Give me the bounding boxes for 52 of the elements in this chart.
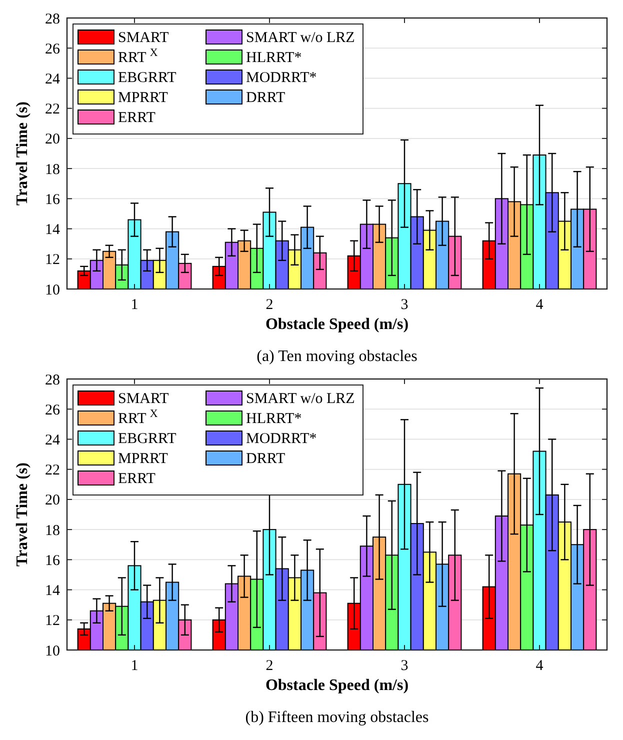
y-tick-label: 14 [45,583,60,600]
legend-label: SMART [118,30,169,46]
y-tick-label: 28 [45,372,60,388]
y-tick-label: 26 [45,41,60,58]
legend-label: EBGRRT [118,70,176,86]
x-tick-label: 2 [266,658,274,674]
legend-label: EBGRRT [118,431,176,447]
legend-label: SMART w/o LRZ [246,391,355,407]
y-tick-label: 10 [45,643,60,660]
legend-label: HLRRT* [246,50,302,66]
text: (b) Fifteen moving obstacles [245,709,429,726]
legend-label: DRRT [246,90,286,106]
legend-label: HLRRT* [246,411,302,427]
y-tick-label: 22 [45,462,60,479]
y-tick-label: 20 [45,132,60,148]
legend-label: ERRT [118,471,156,487]
x-tick-label: 1 [130,297,138,313]
legend-label: RRT $^{X}$ [118,47,158,66]
y-tick-label: 20 [45,492,60,509]
legend-label: MODRRT* [246,431,317,447]
legend-label: MPRRT [118,90,168,106]
y-axis-title: Travel Time (s) [14,102,31,206]
y-tick-label: 24 [45,71,60,88]
y-tick-label: 10 [45,282,60,298]
y-tick-label: 16 [45,552,60,569]
x-tick-label: 1 [130,658,138,674]
text: (a) Ten moving obstacles [256,348,418,365]
x-tick-label: 4 [536,658,544,674]
x-tick-label: 2 [266,297,274,313]
y-tick-label: 24 [45,432,60,448]
x-tick-label: 3 [400,297,408,313]
x-tick-label: 4 [536,297,544,313]
y-tick-label: 16 [45,192,60,208]
legend-label: SMART [118,391,169,407]
y-axis-title: Travel Time (s) [14,462,31,566]
y-tick-label: 18 [45,522,60,539]
legend-label: RRT $^{X}$ [118,408,158,427]
y-tick-label: 12 [45,252,60,268]
y-tick-label: 14 [45,222,60,238]
y-tick-label: 28 [45,11,60,28]
x-axis-title: Obstacle Speed (m/s) [265,677,409,694]
legend-label: MPRRT [118,451,168,467]
y-tick-label: 12 [45,613,60,630]
legend-label: MODRRT* [246,70,317,86]
x-tick-label: 3 [400,658,408,674]
legend-label: DRRT [246,451,286,467]
legend-label: ERRT [118,110,156,126]
y-tick-label: 18 [45,162,60,178]
y-tick-label: 26 [45,402,60,418]
legend-label: SMART w/o LRZ [246,30,355,46]
y-tick-label: 22 [45,102,60,118]
x-axis-title: Obstacle Speed (m/s) [265,316,409,333]
